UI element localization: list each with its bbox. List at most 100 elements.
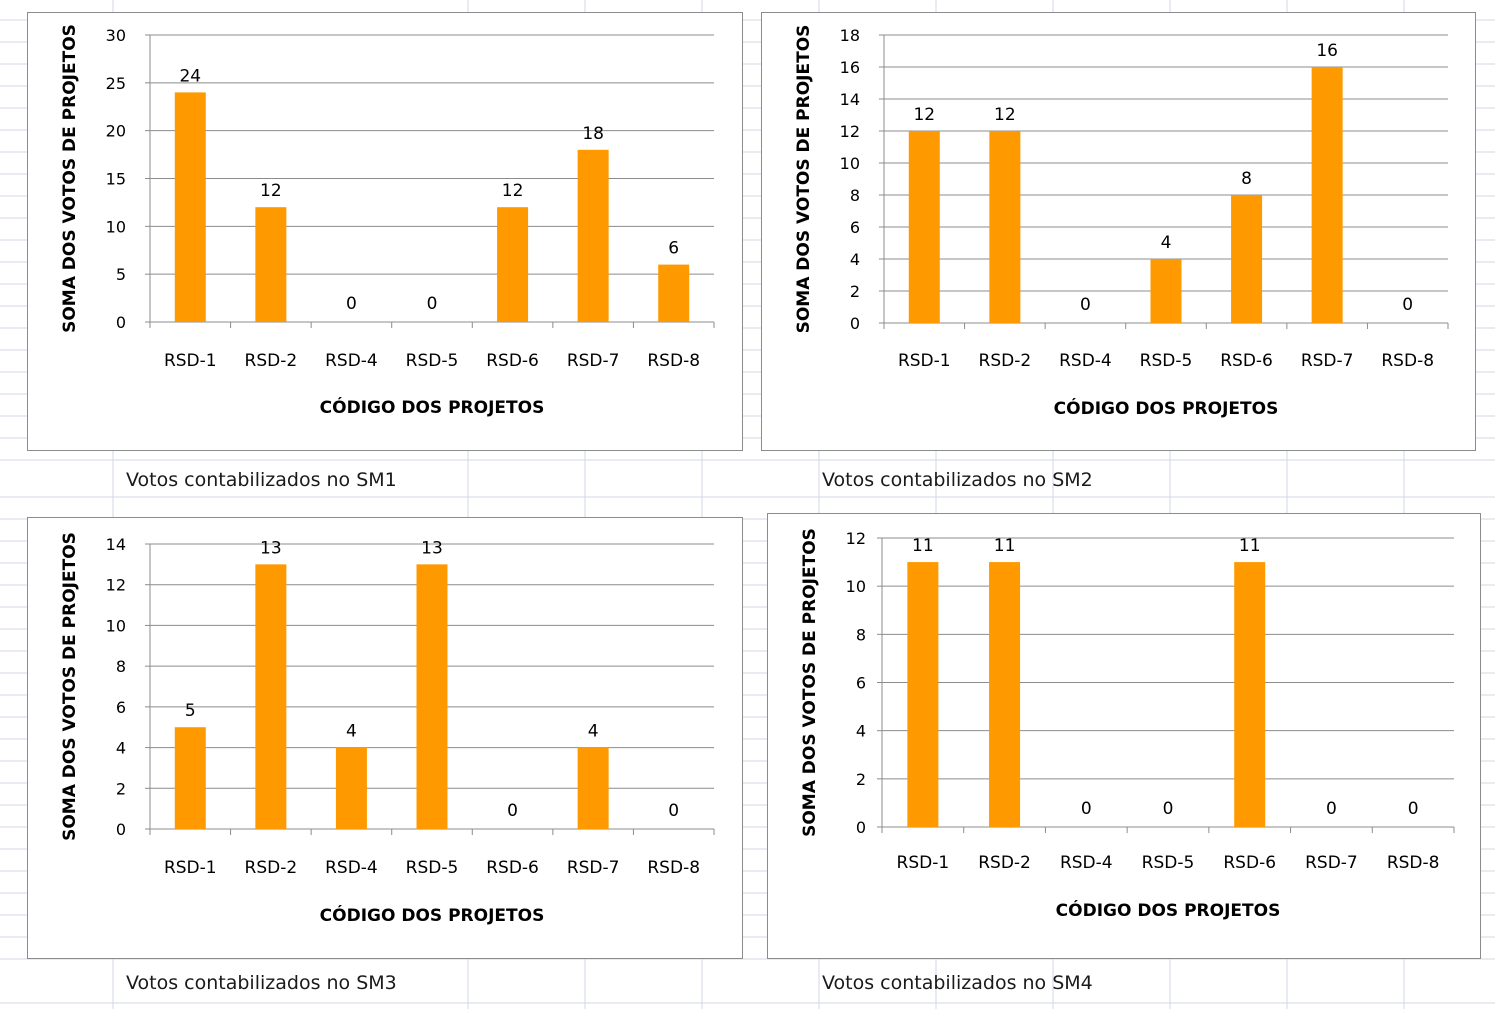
y-tick-label: 10 bbox=[106, 217, 126, 236]
data-label: 12 bbox=[913, 105, 935, 125]
x-category-label: RSD-6 bbox=[486, 351, 539, 371]
data-label: 8 bbox=[1241, 169, 1252, 189]
bar[interactable] bbox=[989, 131, 1021, 323]
x-category-label: RSD-7 bbox=[567, 351, 620, 371]
y-tick-label: 16 bbox=[840, 58, 860, 77]
data-label: 12 bbox=[994, 105, 1016, 125]
data-label: 0 bbox=[427, 294, 438, 314]
y-tick-label: 0 bbox=[116, 313, 126, 332]
x-axis-title: CÓDIGO DOS PROJETOS bbox=[320, 904, 545, 926]
data-label: 0 bbox=[1326, 799, 1337, 819]
x-category-label: RSD-1 bbox=[898, 351, 951, 371]
x-category-label: RSD-2 bbox=[245, 858, 298, 878]
y-tick-label: 10 bbox=[840, 154, 860, 173]
y-tick-label: 8 bbox=[856, 625, 866, 644]
x-category-label: RSD-2 bbox=[978, 853, 1031, 873]
x-category-label: RSD-6 bbox=[1220, 351, 1273, 371]
data-label: 24 bbox=[179, 66, 201, 86]
bar[interactable] bbox=[1311, 67, 1343, 323]
data-label: 13 bbox=[421, 538, 443, 558]
bar[interactable] bbox=[1150, 259, 1182, 323]
x-category-label: RSD-1 bbox=[897, 853, 950, 873]
y-tick-label: 6 bbox=[850, 218, 860, 237]
x-category-label: RSD-6 bbox=[1223, 853, 1276, 873]
caption-sm1: Votos contabilizados no SM1 bbox=[126, 469, 397, 491]
y-tick-label: 15 bbox=[106, 170, 126, 189]
bar[interactable] bbox=[416, 564, 448, 829]
y-tick-label: 2 bbox=[116, 779, 126, 798]
bar[interactable] bbox=[1231, 195, 1263, 323]
y-tick-label: 6 bbox=[856, 674, 866, 693]
bar[interactable] bbox=[1234, 562, 1266, 827]
y-axis-title: SOMA DOS VOTOS DE PROJETOS bbox=[794, 25, 814, 334]
x-category-label: RSD-4 bbox=[1060, 853, 1113, 873]
data-label: 0 bbox=[1402, 295, 1413, 315]
caption-sm4: Votos contabilizados no SM4 bbox=[822, 972, 1093, 994]
bar[interactable] bbox=[908, 131, 940, 323]
chart-sm4-plot: 0 2 4 6 8 10 12 11 RSD-1 11 RSD-2 0 RSD-4 0 RSD-5 11 RSD… bbox=[800, 528, 1455, 921]
y-tick-label: 6 bbox=[116, 698, 126, 717]
x-category-label: RSD-2 bbox=[245, 351, 298, 371]
data-label: 18 bbox=[582, 124, 604, 144]
bar[interactable] bbox=[577, 747, 609, 829]
bar[interactable] bbox=[989, 562, 1021, 827]
x-category-label: RSD-7 bbox=[1305, 853, 1358, 873]
y-tick-label: 0 bbox=[850, 314, 860, 333]
x-category-label: RSD-5 bbox=[1140, 351, 1193, 371]
y-tick-label: 20 bbox=[106, 122, 126, 141]
y-tick-label: 10 bbox=[106, 616, 126, 635]
y-tick-label: 8 bbox=[850, 186, 860, 205]
data-label: 4 bbox=[1161, 233, 1172, 253]
x-axis-title: CÓDIGO DOS PROJETOS bbox=[1054, 397, 1279, 419]
chart-sm1-plot: 0 5 10 15 20 25 30 24 RSD-1 12 RSD-2 0 RSD-4 0 RSD-5 12… bbox=[60, 24, 715, 418]
y-axis-title: SOMA DOS VOTOS DE PROJETOS bbox=[800, 528, 820, 837]
x-category-label: RSD-8 bbox=[1381, 351, 1434, 371]
y-tick-label: 10 bbox=[846, 577, 866, 596]
x-category-label: RSD-5 bbox=[1142, 853, 1195, 873]
x-category-label: RSD-7 bbox=[567, 858, 620, 878]
bar[interactable] bbox=[335, 747, 367, 829]
y-tick-label: 4 bbox=[116, 739, 126, 758]
y-tick-label: 0 bbox=[116, 820, 126, 839]
data-label: 0 bbox=[507, 801, 518, 821]
x-axis-title: CÓDIGO DOS PROJETOS bbox=[320, 396, 545, 418]
x-category-label: RSD-4 bbox=[1059, 351, 1112, 371]
x-category-label: RSD-7 bbox=[1301, 351, 1354, 371]
x-axis-title: CÓDIGO DOS PROJETOS bbox=[1056, 899, 1281, 921]
caption-sm3: Votos contabilizados no SM3 bbox=[126, 972, 397, 994]
y-tick-label: 14 bbox=[840, 90, 860, 109]
y-tick-label: 0 bbox=[856, 818, 866, 837]
chart-sm4[interactable]: 0 2 4 6 8 10 12 11 RSD-1 11 RSD-2 0 RSD-4 0 RSD-5 11 RSD… bbox=[767, 513, 1481, 959]
x-category-label: RSD-5 bbox=[406, 351, 459, 371]
bar[interactable] bbox=[255, 564, 287, 829]
data-label: 5 bbox=[185, 701, 196, 721]
y-axis-title: SOMA DOS VOTOS DE PROJETOS bbox=[60, 24, 80, 333]
bar[interactable] bbox=[658, 264, 690, 322]
chart-sm2[interactable]: 0 2 4 6 8 10 12 14 16 18 12 RSD-1 12 RSD-2 0 RSD-4 4 RSD-… bbox=[761, 12, 1476, 451]
chart-sm1[interactable]: 0 5 10 15 20 25 30 24 RSD-1 12 RSD-2 0 RSD-4 0 RSD-5 12… bbox=[27, 12, 743, 451]
data-label: 6 bbox=[668, 239, 679, 259]
chart-sm3-plot: 0 2 4 6 8 10 12 14 5 RSD-1 13 RSD-2 4 RSD-4 13 RSD-5 0 RS… bbox=[60, 532, 715, 926]
chart-sm2-plot: 0 2 4 6 8 10 12 14 16 18 12 RSD-1 12 RSD-2 0 RSD-4 4 RSD-… bbox=[794, 25, 1449, 419]
y-tick-label: 12 bbox=[106, 576, 126, 595]
bar[interactable] bbox=[174, 92, 206, 323]
y-tick-label: 25 bbox=[106, 74, 126, 93]
bar[interactable] bbox=[497, 207, 529, 322]
bar[interactable] bbox=[255, 207, 287, 322]
bar[interactable] bbox=[174, 727, 206, 829]
y-tick-label: 12 bbox=[840, 122, 860, 141]
data-label: 11 bbox=[1239, 536, 1261, 556]
x-category-label: RSD-8 bbox=[647, 858, 700, 878]
y-tick-label: 30 bbox=[106, 26, 126, 45]
bar[interactable] bbox=[907, 562, 939, 827]
y-tick-label: 8 bbox=[116, 657, 126, 676]
x-category-label: RSD-4 bbox=[325, 351, 378, 371]
data-label: 0 bbox=[1081, 799, 1092, 819]
y-tick-label: 2 bbox=[850, 282, 860, 301]
data-label: 16 bbox=[1316, 41, 1338, 61]
x-category-label: RSD-1 bbox=[164, 351, 217, 371]
data-label: 0 bbox=[346, 294, 357, 314]
x-category-label: RSD-2 bbox=[979, 351, 1032, 371]
chart-sm3[interactable]: 0 2 4 6 8 10 12 14 5 RSD-1 13 RSD-2 4 RSD-4 13 RSD-5 0 RS… bbox=[27, 517, 743, 959]
bar[interactable] bbox=[577, 149, 609, 322]
